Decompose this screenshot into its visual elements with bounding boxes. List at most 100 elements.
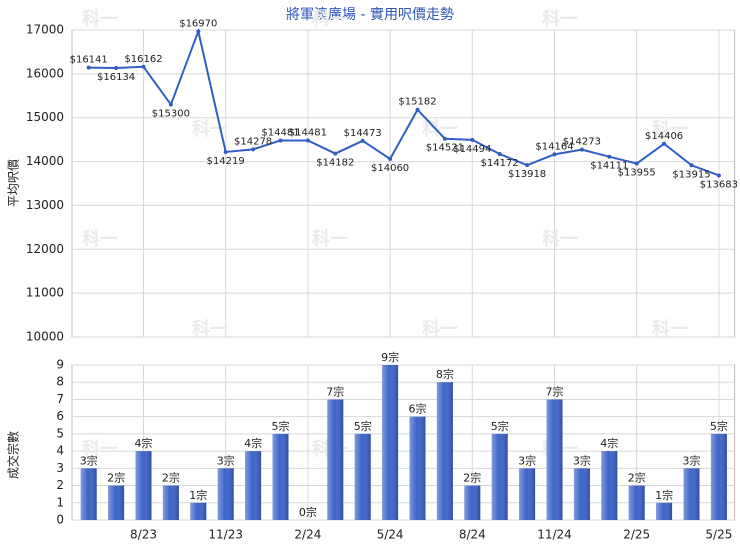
data-label: 4宗	[244, 436, 262, 450]
data-label: 2宗	[463, 471, 481, 485]
data-label: 3宗	[518, 453, 536, 467]
data-label: $14494	[453, 144, 491, 155]
data-label: $16134	[97, 72, 135, 83]
line	[88, 27, 720, 177]
data-label: $14164	[535, 141, 573, 152]
bar-shade	[327, 399, 344, 520]
point	[223, 149, 228, 154]
data-label: 3宗	[683, 453, 701, 467]
point	[415, 107, 420, 112]
data-label: $13683	[700, 179, 738, 190]
bar-shade	[628, 485, 645, 520]
data-label: 0宗	[299, 505, 317, 519]
bar-shade	[354, 433, 371, 520]
data-label: 6宗	[409, 402, 427, 416]
point	[114, 65, 119, 70]
data-label: 4宗	[600, 436, 618, 450]
watermark: 科一	[542, 8, 578, 30]
y-tick-label: 7	[56, 392, 64, 406]
point	[579, 147, 584, 152]
data-label: 7宗	[546, 384, 564, 398]
data-label: $13915	[672, 169, 710, 180]
bar-shade	[409, 416, 426, 520]
data-label: $16141	[70, 55, 108, 66]
bar-shade	[601, 451, 618, 520]
y-tick-label: 9	[56, 358, 64, 372]
point	[497, 152, 502, 157]
point	[168, 102, 173, 107]
y-tick-label: 6	[56, 409, 64, 423]
y-tick-label: 1	[56, 495, 64, 509]
y-tick-label: 13000	[26, 198, 64, 212]
point	[360, 138, 365, 143]
point	[634, 161, 639, 166]
x-tick-label: 8/24	[459, 528, 486, 542]
watermark: 科一	[312, 8, 348, 30]
point	[333, 151, 338, 156]
plot-area	[71, 29, 736, 338]
x-tick-label: 8/23	[130, 528, 157, 542]
data-label: 8宗	[436, 367, 454, 381]
bar-shade	[245, 451, 262, 520]
watermark: 科一	[82, 8, 118, 30]
watermark: 科一	[652, 318, 688, 340]
bar-shade	[190, 502, 207, 520]
bar-shade	[80, 468, 97, 520]
data-label: 7宗	[326, 384, 344, 398]
chart-title: 將軍澳廣場 - 實用呎價走勢	[286, 6, 454, 23]
data-label: $14172	[481, 158, 519, 169]
x-tick-label: 5/25	[705, 528, 732, 542]
watermark: 科一	[312, 228, 348, 250]
bar-shade	[382, 365, 399, 520]
data-label: 5宗	[710, 419, 728, 433]
data-label: $14481	[261, 127, 299, 138]
bar-shade	[710, 433, 727, 520]
point	[251, 147, 256, 152]
data-label: $15300	[152, 109, 190, 120]
x-tick-label: 11/24	[537, 528, 572, 542]
point	[607, 154, 612, 159]
y-tick-label: 5	[56, 426, 64, 440]
point	[278, 138, 283, 143]
data-label: 5宗	[272, 419, 290, 433]
y-tick-label: 16000	[26, 66, 64, 80]
x-tick-label: 2/24	[294, 528, 321, 542]
data-label: 3宗	[217, 453, 235, 467]
bar-shade	[272, 433, 289, 520]
data-label: $14111	[590, 161, 628, 172]
bar-shade	[573, 468, 590, 520]
data-label: $14273	[563, 137, 601, 148]
y-axis-title: 平均呎價	[7, 159, 21, 207]
bar-shade	[491, 433, 508, 520]
data-label: $14473	[344, 128, 382, 139]
data-label: $14182	[316, 158, 354, 169]
point	[196, 29, 201, 34]
y-tick-label: 3	[56, 461, 64, 475]
point	[716, 173, 721, 178]
watermark: 科一	[192, 318, 228, 340]
bar-shade	[519, 468, 536, 520]
y-tick-label: 4	[56, 444, 64, 458]
data-label: 9宗	[381, 350, 399, 364]
point	[86, 65, 91, 70]
y-tick-label: 8	[56, 375, 64, 389]
data-label: $14278	[234, 136, 272, 147]
x-tick-label: 5/24	[377, 528, 404, 542]
data-label: $16970	[179, 18, 217, 29]
watermark: 科一	[422, 318, 458, 340]
watermark: 科一	[542, 228, 578, 250]
data-label: 2宗	[628, 471, 646, 485]
watermark: 科一	[82, 438, 118, 460]
data-label: 2宗	[162, 471, 180, 485]
data-label: $13955	[618, 168, 656, 179]
data-label: 5宗	[491, 419, 509, 433]
bar-shade	[162, 485, 179, 520]
watermark: 科一	[82, 228, 118, 250]
y-tick-label: 14000	[26, 154, 64, 168]
bar-shade	[546, 399, 563, 520]
data-label: 2宗	[107, 471, 125, 485]
data-label: 3宗	[80, 453, 98, 467]
bar-shade	[135, 451, 152, 520]
point	[662, 141, 667, 146]
